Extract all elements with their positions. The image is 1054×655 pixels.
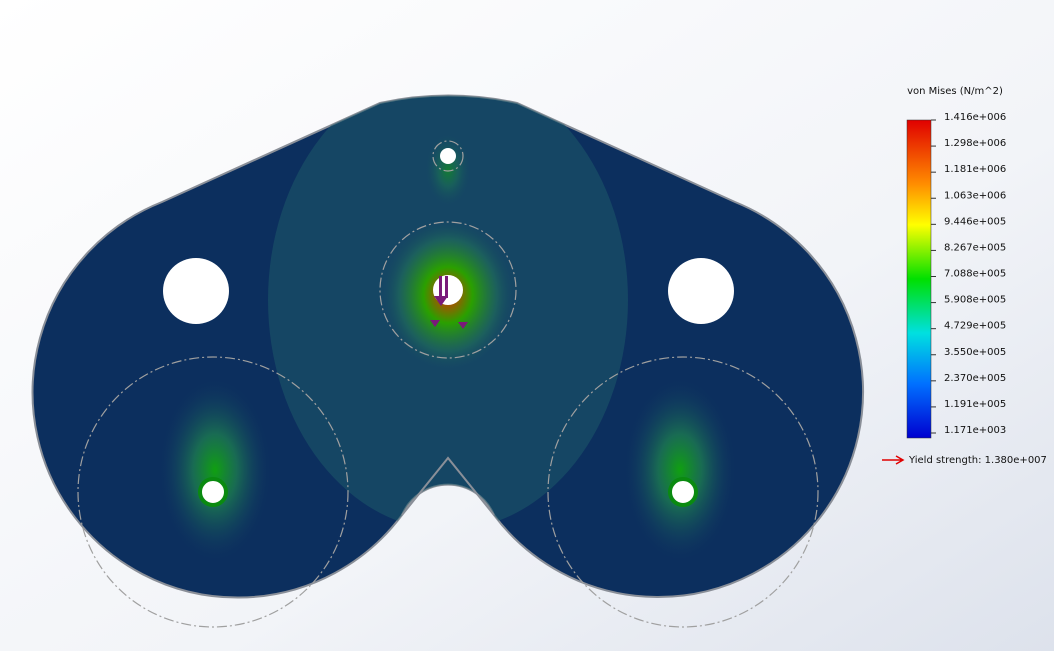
legend: von Mises (N/m^2) Yield strength: 1.380e… xyxy=(882,86,1047,466)
yield-arrow xyxy=(882,455,905,465)
legend-label: 2.370e+005 xyxy=(944,373,1006,384)
legend-title: von Mises (N/m^2) xyxy=(907,86,1003,97)
load-markers xyxy=(430,276,468,329)
legend-label: 9.446e+005 xyxy=(944,216,1006,227)
legend-label: 1.063e+006 xyxy=(944,190,1006,201)
plate xyxy=(31,94,864,628)
legend-label: 1.181e+006 xyxy=(944,164,1006,175)
yield-strength: Yield strength: 1.380e+007 xyxy=(908,455,1047,466)
legend-label: 8.267e+005 xyxy=(944,242,1006,253)
legend-label: 1.298e+006 xyxy=(944,138,1006,149)
notch-edge xyxy=(401,456,495,516)
legend-label: 1.191e+005 xyxy=(944,399,1006,410)
legend-label: 3.550e+005 xyxy=(944,347,1006,358)
color-scale xyxy=(906,119,932,439)
legend-label: 1.416e+006 xyxy=(944,112,1006,123)
legend-label: 7.088e+005 xyxy=(944,269,1006,280)
construction-circles xyxy=(77,140,819,628)
legend-label: 4.729e+005 xyxy=(944,321,1006,332)
legend-label: 1.171e+003 xyxy=(944,425,1006,436)
legend-label: 5.908e+005 xyxy=(944,295,1006,306)
